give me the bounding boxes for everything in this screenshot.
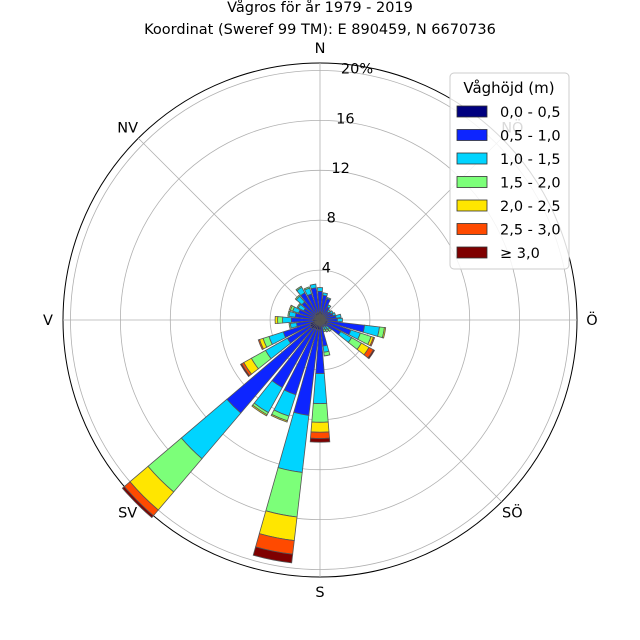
bar-sector-31-bin-2 [309, 283, 317, 290]
legend-label: 2,5 - 3,0 [500, 223, 561, 239]
direction-label: NV [117, 121, 138, 137]
bar-sector-12-bin-3 [327, 327, 332, 332]
bar-sector-16-bin-5 [310, 431, 330, 439]
bar-sector-30-bin-3 [303, 286, 311, 291]
legend-swatch [456, 176, 488, 188]
bar-sector-13-bin-3 [324, 328, 330, 333]
bar-sector-26-bin-4 [288, 304, 293, 311]
legend: Våghöjd (m) 0,0 - 0,5 0,5 - 1,0 1,0 - 1,5 1… [449, 72, 570, 270]
bar-sector-24-bin-2 [282, 316, 292, 324]
bar-sector-17-bin-2 [277, 411, 310, 473]
bar-sector-29-bin-3 [295, 285, 303, 292]
radial-tick-label: 12 [331, 161, 349, 177]
radial-tick-label: 20% [341, 62, 373, 78]
direction-label: Ö [586, 311, 597, 329]
bar-sector-0-bin-2 [316, 287, 324, 292]
bar-sector-17-bin-3 [265, 467, 303, 518]
bar-sector-4-bin-2 [326, 308, 332, 314]
legend-label: 0,5 - 1,0 [500, 129, 561, 145]
legend-swatch [456, 199, 488, 212]
bar-sector-20-bin-6 [121, 486, 154, 519]
legend-swatch [456, 246, 488, 259]
bar-sector-27-bin-3 [296, 303, 301, 309]
bar-sector-23-bin-3 [288, 323, 292, 330]
legend-label: 1,5 - 2,0 [500, 176, 561, 192]
legend-label: 1,0 - 1,5 [500, 152, 561, 168]
radial-tick-label: 8 [327, 211, 336, 227]
bar-sector-5-bin-2 [329, 310, 334, 315]
bar-sector-7-bin-2 [335, 313, 342, 319]
grid-spoke-3 [319, 319, 503, 503]
direction-label: N [315, 41, 326, 57]
direction-label: SV [118, 505, 137, 521]
legend-swatch [456, 152, 488, 165]
grid-spoke-7 [137, 137, 321, 321]
sector-bars [121, 283, 387, 564]
legend-swatch [456, 105, 488, 118]
radial-tick-label: 4 [322, 260, 331, 276]
chart-title: Vågros för år 1979 - 2019 [227, 0, 413, 16]
legend-frame [449, 72, 570, 270]
bar-sector-16-bin-4 [310, 421, 330, 433]
bar-sector-14-bin-3 [322, 328, 327, 333]
bar-sector-2-bin-2 [326, 296, 332, 301]
bar-sector-25-bin-3 [287, 310, 291, 317]
radial-tick-labels: 4 8 12 16 20% [322, 62, 373, 277]
bar-sector-17-bin-6 [252, 546, 294, 564]
legend-label: 0,0 - 0,5 [500, 105, 561, 121]
bar-sector-3-bin-2 [326, 304, 332, 309]
bar-sector-18-bin-4 [270, 413, 288, 423]
bar-sector-1-bin-2 [322, 292, 328, 297]
legend-label: 2,0 - 2,5 [500, 199, 561, 215]
direction-label: SÖ [502, 503, 523, 521]
bar-sector-15-bin-3 [323, 350, 331, 357]
legend-items: 0,0 - 0,5 0,5 - 1,0 1,0 - 1,5 1,5 - 2,0 2,0 … [456, 105, 561, 262]
bar-sector-9-bin-4 [381, 327, 387, 339]
legend-label: ≥ 3,0 [500, 246, 540, 262]
bar-sector-21-bin-6 [239, 363, 251, 378]
chart-subtitle: Koordinat (Sweref 99 TM): E 890459, N 66… [144, 22, 496, 38]
legend-swatch [456, 223, 488, 235]
legend-title: Våghöjd (m) [463, 79, 554, 97]
bar-sector-11-bin-6 [367, 349, 376, 360]
bar-sector-24-bin-4 [274, 315, 279, 325]
bar-sector-19-bin-4 [251, 404, 268, 417]
direction-label: V [43, 313, 53, 329]
legend-swatch [456, 129, 488, 141]
radial-tick-label: 16 [336, 111, 354, 127]
bar-sector-8-bin-2 [336, 317, 343, 323]
direction-label: S [315, 585, 324, 601]
bar-sector-16-bin-3 [311, 402, 329, 423]
bar-sector-16-bin-6 [309, 437, 331, 443]
bar-sector-28-bin-3 [294, 294, 301, 301]
bar-sector-22-bin-5 [257, 339, 264, 351]
bar-sector-6-bin-2 [331, 312, 336, 317]
bar-sector-24-bin-3 [277, 316, 284, 324]
bar-sector-10-bin-5 [369, 336, 376, 347]
bar-sector-16-bin-2 [312, 373, 328, 404]
